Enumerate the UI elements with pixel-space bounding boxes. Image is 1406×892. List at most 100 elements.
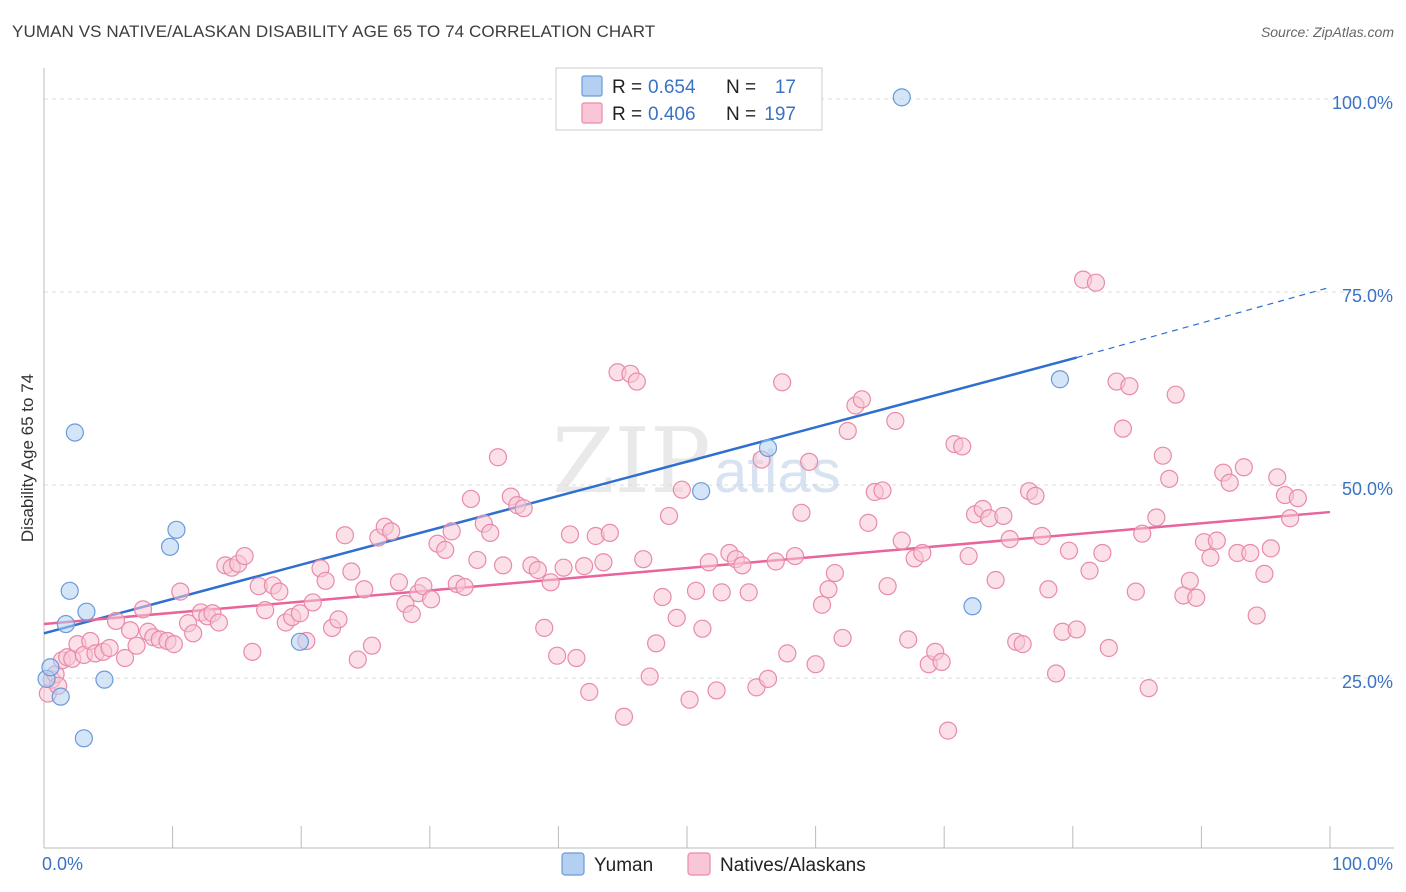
y-tick-label-50: 50.0%: [1342, 479, 1393, 499]
native-point: [290, 604, 310, 623]
native-point: [455, 577, 474, 597]
legend-swatch-yuman: [581, 75, 603, 97]
native-point: [348, 650, 367, 669]
native-point: [528, 560, 547, 580]
native-point: [535, 618, 554, 638]
legend-r-label-yuman: R =: [612, 77, 642, 98]
y-axis-label: Disability Age 65 to 74: [18, 374, 37, 542]
yuman-trend-line: [43, 356, 1077, 635]
native-point: [1086, 273, 1106, 292]
native-point: [659, 506, 679, 526]
native-point: [548, 646, 567, 665]
native-point: [560, 525, 580, 544]
native-point: [127, 636, 146, 655]
native-point: [1093, 543, 1112, 563]
native-point: [184, 624, 203, 643]
yuman-point: [160, 537, 180, 556]
native-point: [494, 556, 513, 575]
yuman-point: [95, 670, 114, 689]
native-point: [1032, 526, 1052, 546]
native-point: [554, 558, 573, 577]
native-point: [316, 571, 335, 590]
yuman-point: [692, 482, 711, 501]
native-point: [436, 540, 455, 560]
native-point: [653, 587, 672, 607]
native-point: [303, 593, 322, 612]
native-point: [1160, 469, 1179, 488]
native-point: [481, 523, 500, 543]
native-point: [739, 583, 758, 602]
series-legend: Yuman Natives/Alaskans: [561, 852, 866, 876]
legend-r-label-natives: R =: [612, 104, 642, 125]
native-point: [1000, 529, 1019, 549]
native-point: [627, 372, 646, 391]
native-point: [171, 582, 190, 601]
native-point: [707, 681, 726, 700]
y-tick-labels: 25.0% 50.0% 75.0% 100.0%: [1332, 93, 1393, 692]
yuman-point: [74, 729, 93, 748]
native-point: [1059, 541, 1079, 560]
native-point: [899, 630, 918, 649]
native-point: [243, 642, 262, 661]
native-point: [1039, 580, 1058, 599]
yuman-point: [60, 581, 79, 600]
legend-swatch-natives: [581, 102, 603, 124]
native-point: [270, 582, 289, 601]
yuman-point: [51, 687, 70, 706]
native-point: [634, 550, 653, 569]
native-point: [580, 682, 599, 702]
native-point: [1180, 571, 1199, 590]
native-point: [680, 690, 699, 709]
native-point: [100, 638, 119, 658]
native-point: [1187, 588, 1206, 607]
native-point: [567, 648, 586, 668]
native-point: [699, 553, 718, 572]
native-point: [994, 506, 1013, 526]
native-point: [932, 652, 951, 671]
native-point: [785, 546, 805, 566]
native-point: [575, 557, 594, 576]
native-point: [819, 580, 838, 599]
native-point: [329, 610, 348, 629]
native-point: [235, 546, 254, 566]
yuman-point: [963, 597, 982, 616]
native-point: [1207, 531, 1226, 550]
native-point: [1268, 468, 1287, 487]
native-point: [859, 513, 878, 532]
native-point: [209, 613, 228, 632]
native-point: [986, 570, 1005, 590]
native-point: [355, 580, 374, 599]
source-credit: Source: ZipAtlas.com: [1260, 24, 1394, 40]
native-point: [121, 621, 140, 640]
native-point: [1120, 377, 1139, 396]
native-point: [852, 390, 871, 409]
x-tick-label-max: 100.0%: [1332, 854, 1393, 874]
native-point: [1133, 524, 1152, 543]
legend-r-value-natives: 0.406: [648, 104, 696, 125]
native-point: [342, 562, 361, 581]
native-point: [1281, 509, 1300, 528]
yuman-point: [758, 438, 778, 458]
series-legend-label-yuman: Yuman: [594, 855, 653, 876]
native-point: [1126, 582, 1145, 601]
series-legend-swatch-yuman: [561, 852, 585, 876]
native-point: [1220, 473, 1239, 492]
native-point: [488, 448, 508, 467]
native-point: [800, 452, 819, 471]
native-point: [1080, 561, 1099, 580]
native-point: [886, 411, 905, 431]
native-point: [600, 523, 619, 543]
native-point: [1147, 508, 1166, 527]
native-point: [766, 552, 785, 571]
stats-legend: R = 0.654 N = 17 R = 0.406 N = 197: [555, 67, 823, 131]
native-point: [1201, 548, 1220, 567]
native-point: [461, 489, 481, 509]
native-point: [1255, 564, 1274, 583]
native-point: [733, 556, 752, 575]
native-point: [1166, 385, 1185, 404]
yuman-point: [290, 632, 310, 651]
x-tick-label-min: 0.0%: [42, 854, 83, 874]
native-point: [938, 721, 958, 740]
native-point: [953, 437, 972, 456]
